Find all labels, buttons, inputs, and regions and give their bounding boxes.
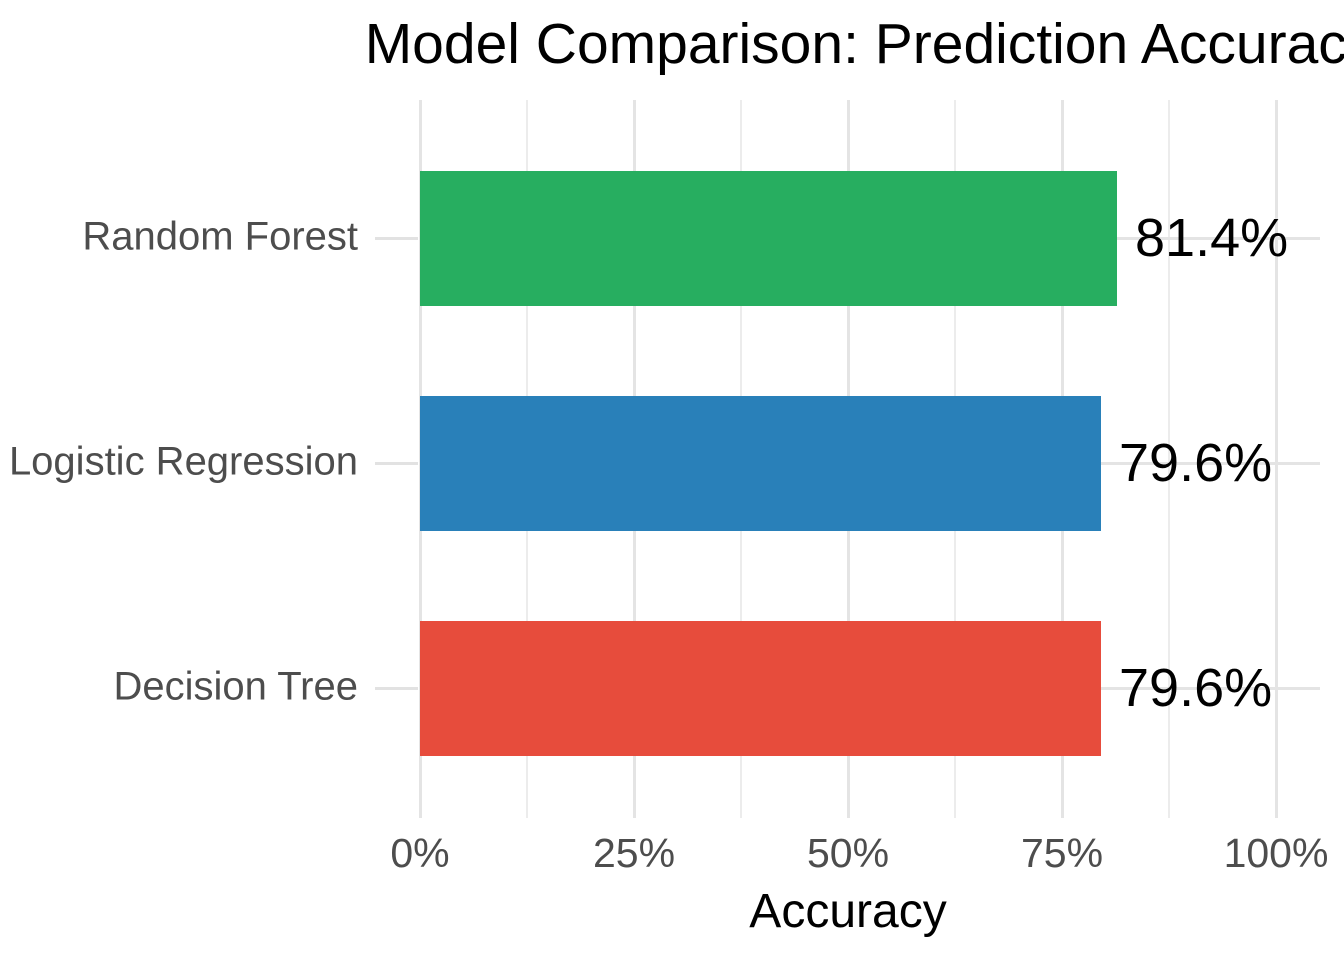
y-axis-tick-random-forest	[375, 236, 418, 240]
category-label-decision-tree: Decision Tree	[113, 664, 358, 709]
x-tick-label-25: 25%	[592, 830, 676, 876]
x-axis-title: Accuracy	[749, 885, 947, 938]
x-tick-label-50: 50%	[806, 830, 890, 876]
value-label-logistic-regression: 79.6%	[1119, 433, 1273, 493]
value-label-random-forest: 81.4%	[1135, 208, 1289, 268]
x-tick-label-0: 0%	[390, 830, 450, 876]
x-tick-label-100: 100%	[1223, 830, 1329, 876]
y-axis-tick-decision-tree	[375, 686, 418, 690]
value-label-decision-tree: 79.6%	[1119, 658, 1273, 718]
x-tick-label-75: 75%	[1020, 830, 1104, 876]
chart-title: Model Comparison: Prediction Accuracy	[364, 12, 1344, 76]
bar-random-forest	[420, 170, 1117, 306]
y-axis-tick-logistic-regression	[375, 461, 418, 465]
gridline-major-100	[1274, 100, 1278, 818]
gridline-minor-87.5	[1168, 100, 1170, 818]
plot-area: 81.4% 79.6% 79.6%	[418, 100, 1320, 818]
bar-logistic-regression	[420, 395, 1101, 531]
bar-decision-tree	[420, 620, 1101, 756]
category-label-logistic-regression: Logistic Regression	[8, 439, 358, 484]
category-label-random-forest: Random Forest	[82, 214, 358, 259]
